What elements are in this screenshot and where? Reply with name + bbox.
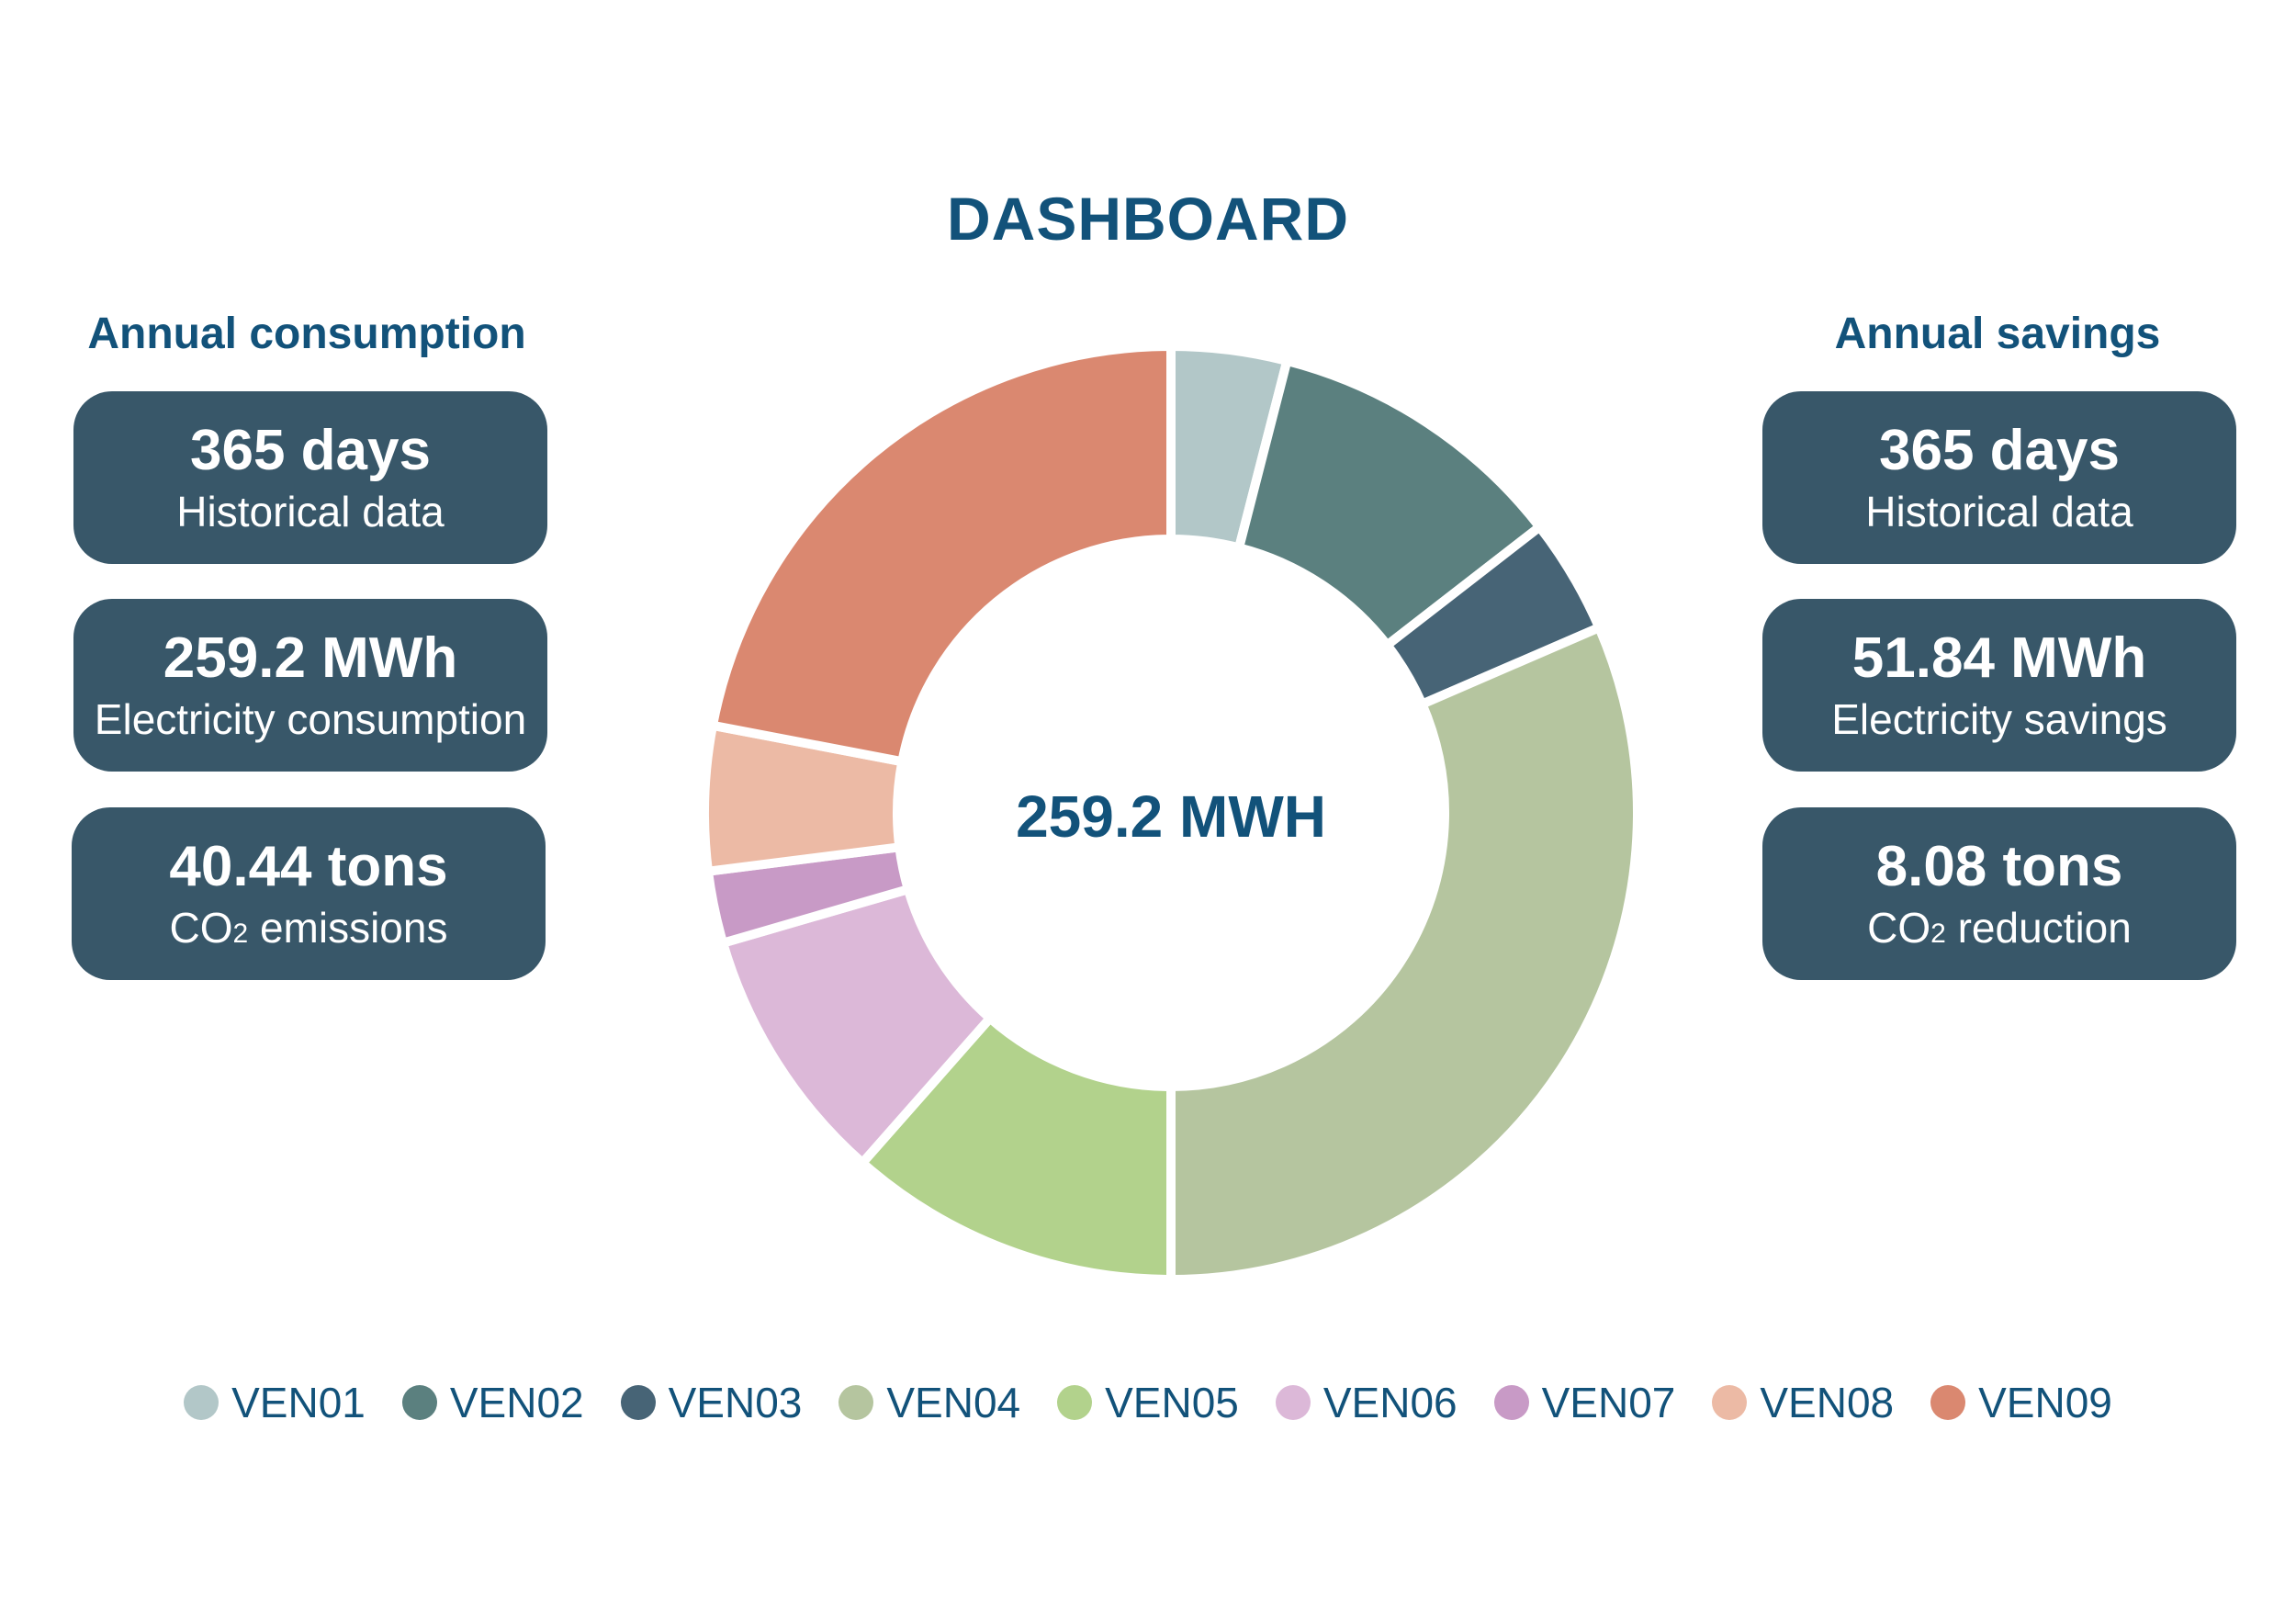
savings-days-card: 365 days Historical data <box>1762 391 2236 564</box>
legend-swatch <box>184 1385 219 1420</box>
card-value: 51.84 MWh <box>1851 626 2147 690</box>
card-value: 365 days <box>1879 419 2120 482</box>
legend-label: VEN04 <box>886 1379 1021 1426</box>
legend-swatch <box>1493 1385 1529 1420</box>
card-value: 259.2 MWh <box>163 626 458 690</box>
legend-swatch <box>1712 1385 1748 1420</box>
card-label: Electricity savings <box>1831 695 2167 743</box>
co2-reduction-card: 8.08 tons CO2 reduction <box>1762 807 2236 980</box>
legend-item-ven04: VEN04 <box>838 1378 1020 1427</box>
legend-label: VEN08 <box>1760 1379 1895 1426</box>
legend-swatch <box>1057 1385 1093 1420</box>
legend-label: VEN09 <box>1978 1379 2112 1426</box>
card-label: CO2 emissions <box>72 907 546 949</box>
card-value: 8.08 tons <box>1875 835 2123 898</box>
legend-label: VEN06 <box>1322 1379 1458 1426</box>
donut-center-label: 259.2 MWH <box>1016 783 1326 850</box>
donut-slice-ven05 <box>858 1013 1176 1284</box>
legend-label: VEN02 <box>449 1379 584 1426</box>
consumption-days-card: 365 days Historical data <box>73 391 547 564</box>
legend-label: VEN05 <box>1105 1379 1239 1426</box>
annual-consumption-heading: Annual consumption <box>87 310 526 358</box>
donut-slice-ven04 <box>1166 623 1642 1284</box>
legend-item-ven08: VEN08 <box>1712 1378 1894 1427</box>
legend-swatch <box>1930 1385 1966 1420</box>
label-suffix: emissions <box>248 904 448 952</box>
co2-subscript: 2 <box>1930 919 1946 949</box>
legend-swatch <box>620 1385 656 1420</box>
legend-item-ven02: VEN02 <box>401 1378 584 1427</box>
card-label: Historical data <box>176 488 445 535</box>
co2-text: CO <box>1867 904 1931 952</box>
legend-item-ven03: VEN03 <box>620 1378 803 1427</box>
legend-item-ven01: VEN01 <box>184 1378 366 1427</box>
dashboard-title: DASHBOARD <box>947 185 1349 253</box>
label-suffix: reduction <box>1945 904 2132 952</box>
co2-emissions-card: 40.44 tons CO2 emissions <box>72 807 546 980</box>
legend-item-ven06: VEN06 <box>1275 1378 1458 1427</box>
legend-item-ven07: VEN07 <box>1493 1378 1676 1427</box>
legend-label: VEN03 <box>668 1379 803 1426</box>
legend-item-ven05: VEN05 <box>1057 1378 1239 1427</box>
chart-legend: VEN01 VEN02 VEN03 VEN04 VEN05 VEN06 VEN07 VEN08… <box>0 1378 2296 1427</box>
legend-label: VEN01 <box>231 1379 366 1426</box>
legend-swatch <box>838 1385 874 1420</box>
legend-label: VEN07 <box>1541 1379 1676 1426</box>
card-value: 365 days <box>190 419 431 482</box>
electricity-savings-card: 51.84 MWh Electricity savings <box>1762 599 2236 772</box>
legend-swatch <box>401 1385 437 1420</box>
card-label: Electricity consumption <box>94 695 527 743</box>
legend-item-ven09: VEN09 <box>1930 1378 2112 1427</box>
legend-swatch <box>1275 1385 1311 1420</box>
electricity-consumption-card: 259.2 MWh Electricity consumption <box>73 599 547 772</box>
donut-slice-ven09 <box>707 342 1176 767</box>
card-label: CO2 reduction <box>1762 907 2236 949</box>
card-value: 40.44 tons <box>169 835 448 898</box>
co2-text: CO <box>169 904 233 952</box>
co2-subscript: 2 <box>232 919 249 949</box>
card-label: Historical data <box>1865 488 2133 535</box>
annual-savings-heading: Annual savings <box>1834 310 2161 358</box>
